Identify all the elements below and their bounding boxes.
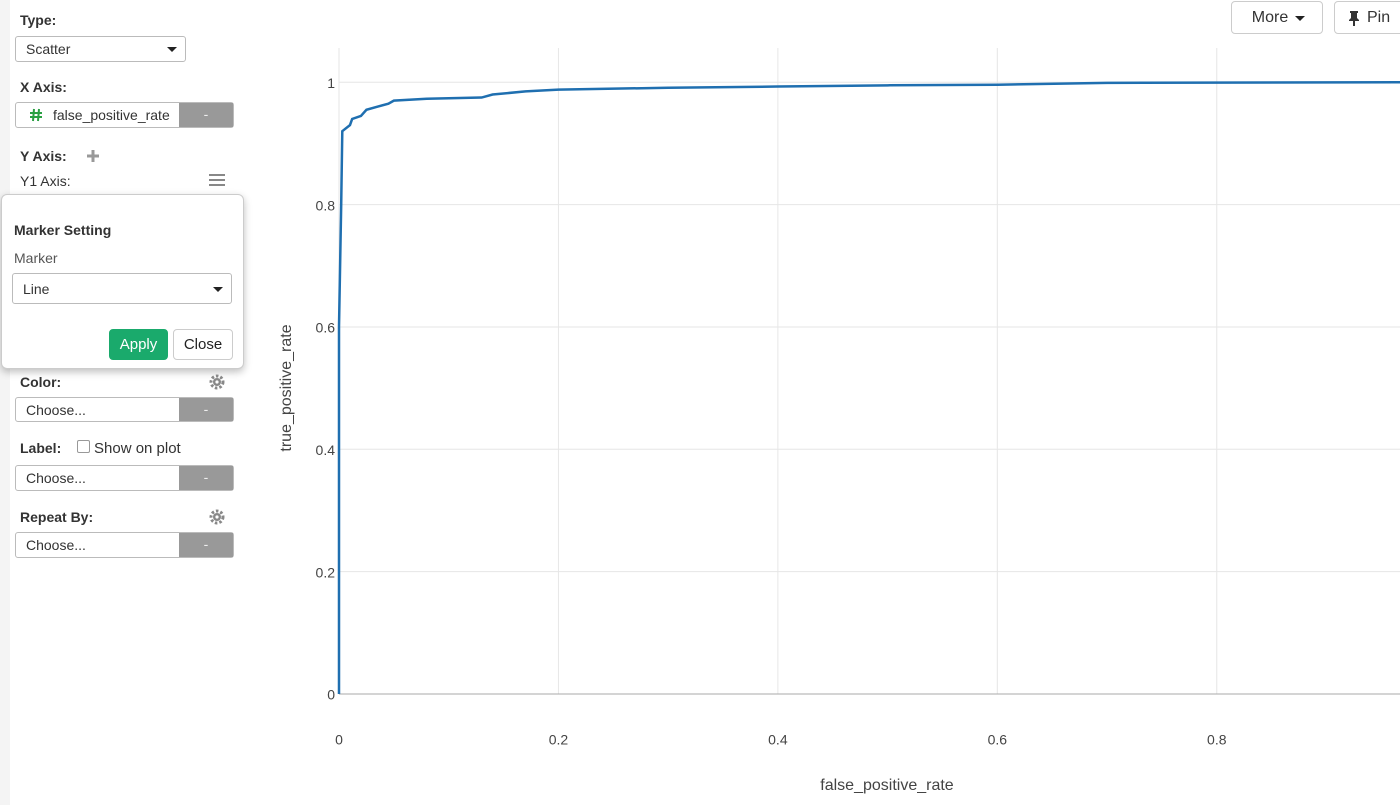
type-label: Type: bbox=[20, 12, 57, 28]
add-icon[interactable] bbox=[87, 150, 99, 162]
x-tick-label: 0.6 bbox=[988, 732, 1008, 748]
color-field[interactable]: Choose... - bbox=[15, 397, 234, 422]
label-field[interactable]: Choose... - bbox=[15, 465, 234, 491]
remove-button[interactable]: - bbox=[179, 466, 233, 490]
gear-icon[interactable] bbox=[209, 509, 225, 525]
label-label: Label: bbox=[20, 440, 62, 456]
y-tick-label: 0.8 bbox=[316, 197, 336, 213]
pin-icon bbox=[1349, 11, 1359, 26]
checkbox-label[interactable]: Show on plot bbox=[94, 440, 181, 457]
gear-icon[interactable] bbox=[209, 374, 225, 390]
y-axis-title: true_positive_rate bbox=[278, 324, 295, 451]
type-value: Scatter bbox=[26, 41, 71, 57]
x-axis-field[interactable]: false_positive_rate - bbox=[15, 102, 234, 128]
remove-button[interactable]: - bbox=[179, 398, 233, 421]
sidebar-edge bbox=[0, 0, 10, 805]
x-tick-label: 0.8 bbox=[1207, 732, 1227, 748]
x-axis-label: X Axis: bbox=[20, 79, 67, 95]
more-text: More bbox=[1251, 9, 1289, 26]
y-tick-label: 0 bbox=[327, 687, 335, 703]
more-button[interactable]: More bbox=[1231, 1, 1323, 34]
marker-select[interactable]: Line bbox=[12, 273, 232, 304]
menu-icon[interactable] bbox=[209, 173, 225, 187]
marker-label: Marker bbox=[14, 250, 58, 266]
y-axis-label: Y Axis: bbox=[20, 148, 67, 164]
number-icon bbox=[30, 108, 42, 122]
repeat-label: Repeat By: bbox=[20, 509, 94, 525]
close-button[interactable]: Close bbox=[173, 329, 233, 360]
x-axis-title: false_positive_rate bbox=[820, 777, 954, 794]
popup-title: Marker Setting bbox=[14, 222, 112, 238]
y-tick-label: 1 bbox=[327, 75, 335, 91]
remove-button[interactable]: - bbox=[179, 533, 233, 557]
x-tick-label: 0.4 bbox=[768, 732, 788, 748]
y-tick-label: 0.4 bbox=[316, 442, 336, 458]
marker-value: Line bbox=[23, 281, 50, 297]
pin-button[interactable]: Pin bbox=[1334, 1, 1400, 34]
roc-line bbox=[337, 81, 1400, 694]
color-label: Color: bbox=[20, 374, 62, 390]
marker-popup: Marker Setting Marker Line Apply Close bbox=[1, 194, 244, 369]
x-tick-label: 0 bbox=[335, 732, 343, 748]
x-axis-value: false_positive_rate bbox=[53, 107, 170, 123]
remove-button[interactable]: - bbox=[179, 103, 233, 127]
color-value: Choose... bbox=[26, 402, 86, 418]
y-tick-label: 0.2 bbox=[316, 564, 336, 580]
label-value: Choose... bbox=[26, 470, 86, 486]
y1-axis-label: Y1 Axis: bbox=[20, 173, 71, 189]
apply-button[interactable]: Apply bbox=[109, 329, 168, 360]
type-select[interactable]: Scatter bbox=[15, 36, 186, 62]
repeat-field[interactable]: Choose... - bbox=[15, 532, 234, 558]
repeat-value: Choose... bbox=[26, 537, 86, 553]
y-tick-label: 0.6 bbox=[316, 320, 336, 336]
checkbox[interactable] bbox=[77, 440, 90, 453]
pin-text: Pin bbox=[1367, 9, 1391, 26]
x-tick-label: 0.2 bbox=[549, 732, 569, 748]
